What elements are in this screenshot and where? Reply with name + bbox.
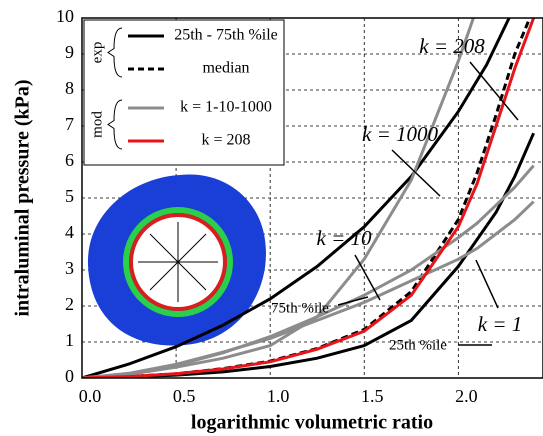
inset-ring bbox=[123, 207, 233, 317]
annotation-arrow bbox=[391, 149, 441, 197]
y-tick-label: 9 bbox=[65, 42, 74, 62]
annotation: k = 10 bbox=[317, 226, 372, 250]
x-tick-label: 2.0 bbox=[455, 386, 478, 406]
annotation: 75th %ile bbox=[271, 300, 329, 316]
lines bbox=[82, 18, 536, 378]
x-tick-label: 0.5 bbox=[173, 386, 196, 406]
inset-image bbox=[87, 174, 266, 346]
annotation: k = 1 bbox=[478, 312, 523, 336]
y-tick-label: 8 bbox=[65, 78, 74, 98]
inset-arrows bbox=[138, 222, 218, 302]
annotation: k = 1000 bbox=[362, 122, 438, 146]
series-line bbox=[82, 18, 511, 378]
series-line bbox=[82, 18, 536, 378]
annotation-arrow bbox=[354, 254, 381, 301]
legend-label: median bbox=[202, 60, 249, 77]
legend-brace bbox=[107, 27, 123, 78]
y-tick-label: 2 bbox=[65, 294, 74, 314]
plot-frame bbox=[81, 17, 543, 379]
legend-label: 25th - 75th %ile bbox=[174, 27, 278, 44]
legend-label: k = 208 bbox=[201, 132, 250, 149]
x-tick-label: 0.0 bbox=[79, 386, 102, 406]
y-tick-label: 7 bbox=[65, 114, 74, 134]
legend-group-label: exp bbox=[89, 42, 105, 64]
legend-label: k = 1-10-1000 bbox=[180, 99, 272, 116]
y-tick-label: 1 bbox=[65, 330, 74, 350]
annotation-arrow bbox=[337, 296, 369, 306]
y-tick-label: 10 bbox=[56, 6, 74, 26]
annotation-arrow bbox=[475, 259, 499, 309]
series-line bbox=[82, 200, 535, 378]
legend-brace bbox=[107, 99, 123, 150]
legend-box bbox=[83, 19, 285, 166]
annotation: 25th %ile bbox=[389, 337, 447, 353]
x-axis-label: logarithmic volumetric ratio bbox=[191, 412, 433, 434]
y-tick-label: 5 bbox=[65, 186, 74, 206]
y-tick-label: 3 bbox=[65, 258, 74, 278]
legend-group-label: mod bbox=[89, 111, 105, 138]
y-tick-label: 6 bbox=[65, 150, 74, 170]
x-tick-label: 1.0 bbox=[267, 386, 290, 406]
y-tick-label: 4 bbox=[65, 222, 74, 242]
annotation-arrow bbox=[469, 61, 519, 121]
legend: 25th - 75th %ile median exp k = 1-10-1000 k … bbox=[83, 19, 285, 166]
annotation: k = 208 bbox=[419, 34, 485, 58]
y-tick-label: 0 bbox=[65, 366, 74, 386]
x-tick-label: 1.5 bbox=[361, 386, 384, 406]
y-axis-label: intraluminal pressure (kPa) bbox=[12, 79, 34, 316]
